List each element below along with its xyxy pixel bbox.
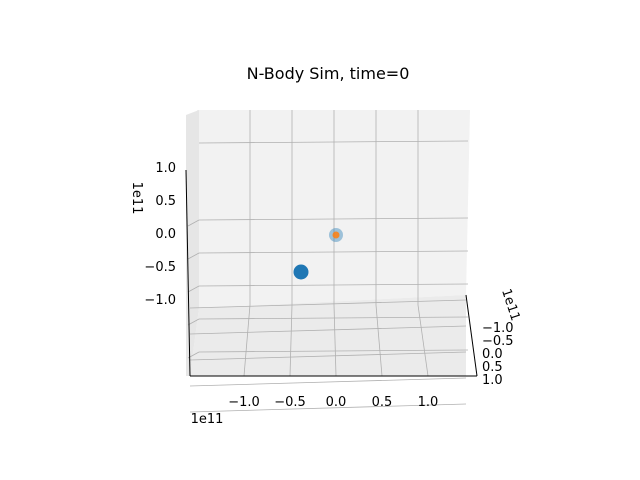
x-tick-label-3: 0.5: [372, 395, 393, 410]
grid-lines: [187, 110, 469, 413]
floor-pane: [190, 295, 466, 376]
back-pane: [197, 110, 470, 308]
x-tick-label-4: 1.0: [418, 395, 439, 410]
x-tick-label-0: −1.0: [228, 395, 260, 410]
z-grid-line-3: [198, 316, 469, 320]
y-tick-label-4: 1.0: [482, 373, 503, 388]
x-offset-label: 1e11: [191, 412, 224, 427]
y-grid-floor-line-3: [189, 325, 467, 335]
z-tick-label-1: 0.5: [155, 194, 176, 209]
y-grid-floor-line-4: [189, 299, 467, 309]
z-grid-line-1: [198, 250, 469, 254]
z-grid-line-0: [198, 217, 469, 221]
y-tick-label-1: −0.5: [482, 334, 514, 349]
body-point-2: [332, 231, 340, 239]
x-tick-label-2: 0.0: [326, 395, 347, 410]
z-grid-side-line-3: [187, 318, 200, 326]
y-grid-floor-line-2: [189, 351, 467, 361]
x-grid-floor-line-2: [333, 304, 337, 377]
y-grid-floor-line-1: [189, 377, 467, 387]
x-grid-floor-line-4: [417, 304, 429, 377]
z-grid-line-top: [198, 140, 469, 144]
y-axis-line: [465, 294, 478, 377]
x-grid-floor-line-3: [375, 304, 383, 377]
x-grid-floor-line-1: [289, 304, 293, 377]
left-pane: [186, 110, 199, 376]
z-tick-label-4: −1.0: [144, 293, 176, 308]
tick-labels: −1.0 −0.5 0.0 0.5 1.01.00.50.0−0.5−1.0−1.0−0…: [144, 161, 513, 410]
z-grid-side-line-1: [187, 252, 200, 260]
y-grid-floor-line-0: [189, 403, 467, 413]
body-point-3: [293, 264, 309, 280]
y-tick-label-2: 0.0: [482, 347, 503, 362]
x-grid-floor-line-0: [243, 304, 251, 377]
z-tick-label-2: 0.0: [155, 227, 176, 242]
z-grid-side-line-0: [187, 219, 200, 227]
axes: [185, 169, 478, 377]
z-axis-line: [185, 169, 191, 377]
x-tick-label-1: −0.5: [274, 395, 306, 410]
z-grid-line-2: [198, 283, 469, 287]
data-points: [293, 228, 343, 280]
z-offset-label: 1e11: [129, 182, 144, 215]
z-grid-line-4: [198, 349, 469, 353]
z-tick-label-3: −0.5: [144, 260, 176, 275]
z-grid-side-line-2: [187, 285, 200, 293]
y-tick-label-0: −1.0: [482, 321, 514, 336]
chart-title: N-Body Sim, time=0: [247, 64, 410, 83]
z-tick-label-0: 1.0: [155, 161, 176, 176]
y-tick-label-3: 0.5: [482, 360, 503, 375]
